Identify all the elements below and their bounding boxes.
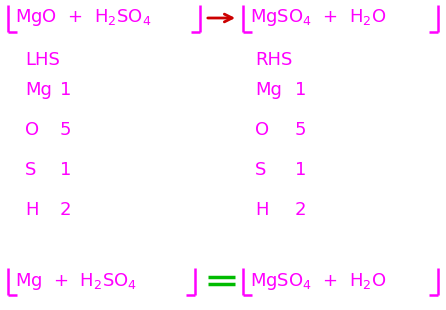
Text: H: H — [25, 201, 38, 219]
Text: 2: 2 — [295, 201, 306, 219]
Text: H: H — [255, 201, 268, 219]
Text: S: S — [25, 161, 37, 179]
Text: 1: 1 — [60, 81, 71, 99]
Text: MgSO$_4$  +  H$_2$O: MgSO$_4$ + H$_2$O — [250, 271, 387, 291]
Text: MgO  +  H$_2$SO$_4$: MgO + H$_2$SO$_4$ — [15, 7, 151, 29]
Text: LHS: LHS — [25, 51, 60, 69]
Text: MgSO$_4$  +  H$_2$O: MgSO$_4$ + H$_2$O — [250, 7, 387, 29]
Text: S: S — [255, 161, 266, 179]
Text: 1: 1 — [295, 81, 306, 99]
Text: 2: 2 — [60, 201, 71, 219]
Text: Mg  +  H$_2$SO$_4$: Mg + H$_2$SO$_4$ — [15, 271, 137, 291]
Text: 5: 5 — [60, 121, 71, 139]
Text: Mg: Mg — [255, 81, 282, 99]
Text: Mg: Mg — [25, 81, 52, 99]
Text: 5: 5 — [295, 121, 306, 139]
Text: O: O — [255, 121, 269, 139]
Text: O: O — [25, 121, 39, 139]
Text: 1: 1 — [60, 161, 71, 179]
Text: RHS: RHS — [255, 51, 293, 69]
Text: 1: 1 — [295, 161, 306, 179]
